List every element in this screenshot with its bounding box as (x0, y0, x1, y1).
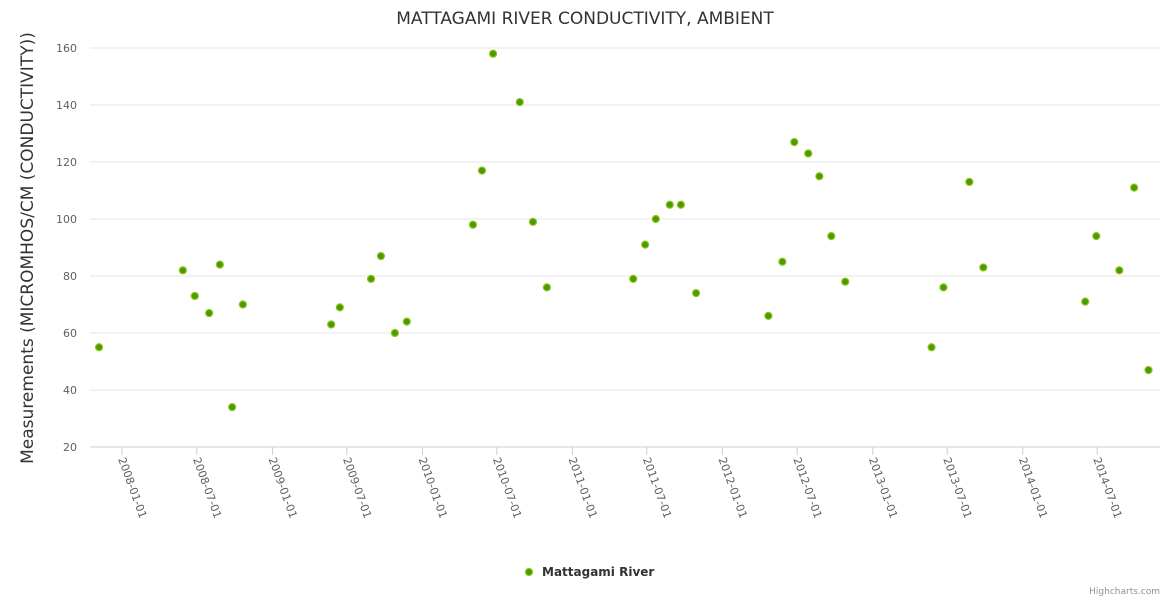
x-tick-label: 2009-01-01 (266, 456, 300, 521)
data-point: 2014-06-02: 71 (1081, 297, 1090, 306)
data-point: 2011-08-26: 105 (665, 200, 674, 209)
data-point: 2009-05-24: 63 (327, 320, 336, 329)
x-tick-label: 2013-07-01 (940, 456, 974, 521)
data-point: 2014-08-24: 82 (1115, 266, 1124, 275)
data-point: 2008-07-31: 67 (205, 308, 214, 318)
data-point: 2008-10-21: 70 (238, 300, 247, 309)
data-point: 2010-05-04: 98 (468, 220, 478, 229)
data-point: 2012-05-26: 85 (778, 257, 787, 266)
y-tick-label: 100 (56, 213, 77, 226)
y-tick-label: 60 (63, 327, 77, 340)
data-point: 2008-08-26: 84 (215, 260, 224, 269)
data-point: 2012-04-22: 66 (764, 311, 773, 320)
data-point: 2010-10-31: 76 (542, 283, 552, 292)
data-point: 2011-07-23: 100 (651, 214, 660, 224)
data-point: 2011-09-22: 105 (676, 200, 685, 209)
data-point: 2011-05-29: 79 (629, 274, 638, 283)
data-point: 2012-06-24: 127 (790, 137, 799, 147)
data-point: 2012-09-22: 94 (827, 232, 836, 241)
x-tick-label: 2011-01-01 (566, 456, 600, 521)
legend-marker (524, 567, 534, 577)
data-point: 2008-09-25: 34 (228, 403, 237, 412)
x-tick-label: 2013-01-01 (866, 456, 900, 521)
data-point: 2010-08-26: 141 (515, 98, 524, 107)
data-point: 2014-09-29: 111 (1130, 183, 1139, 192)
legend-label: Mattagami River (542, 565, 654, 579)
y-tick-label: 40 (63, 384, 77, 397)
data-point: 2009-06-14: 69 (335, 303, 344, 312)
data-point: 2013-09-27: 83 (979, 263, 988, 272)
data-point: 2014-06-29: 94 (1092, 232, 1101, 241)
y-tick-label: 80 (63, 270, 77, 283)
y-tick-label: 140 (56, 99, 77, 112)
x-tick-label: 2008-01-01 (115, 456, 149, 521)
data-point: 2012-10-26: 78 (841, 277, 850, 286)
grid-lines (90, 47, 1160, 448)
data-point: 2010-09-27: 99 (528, 217, 538, 226)
y-tick-label: 120 (56, 156, 77, 169)
credits-link[interactable]: Highcharts.com (1089, 587, 1160, 597)
y-axis-title: Measurements (MICROMHOS/CM (CONDUCTIVITY… (18, 32, 38, 464)
data-point: 2010-05-26: 117 (477, 166, 487, 175)
x-tick-label: 2010-01-01 (416, 456, 450, 521)
data-point: 2011-10-29: 74 (691, 289, 701, 298)
x-tick-label: 2010-07-01 (490, 456, 524, 521)
data-point: 2010-06-22: 158 (488, 49, 498, 58)
data-point: 2013-05-24: 55 (927, 343, 936, 352)
data-point: 2007-11-06: 55 (94, 343, 104, 352)
chart-title: MATTAGAMI RIVER CONDUCTIVITY, AMBIENT (396, 9, 774, 29)
data-point: 2009-09-22: 87 (376, 251, 386, 261)
data-point: 2008-05-28: 82 (178, 266, 187, 275)
x-tick-label: 2014-01-01 (1016, 456, 1050, 521)
x-tick-label: 2012-07-01 (790, 456, 824, 521)
y-tick-label: 160 (56, 42, 77, 55)
x-axis-ticks: 2008-01-01 2008-07-01 2009-01-01 2009-07-01… (115, 447, 1124, 520)
data-point: 2012-08-24: 115 (815, 172, 824, 181)
x-tick-label: 2014-07-01 (1090, 456, 1124, 521)
y-tick-label: 20 (63, 441, 77, 454)
data-point: 2011-06-27: 91 (641, 240, 650, 249)
data-point: 2009-11-24: 64 (402, 317, 411, 326)
y-axis-ticks: 20 40 60 80 100 120 140 160 (56, 42, 77, 454)
data-point: 2012-07-28: 123 (804, 149, 813, 158)
x-tick-label: 2011-07-01 (640, 456, 674, 521)
data-point: 2009-10-26: 60 (390, 328, 399, 338)
data-point: 2008-06-26: 73 (190, 291, 199, 301)
x-tick-label: 2012-01-01 (716, 456, 750, 521)
data-point: 2013-06-22: 76 (939, 283, 948, 292)
x-tick-label: 2009-07-01 (340, 456, 374, 521)
x-tick-label: 2008-07-01 (190, 456, 224, 521)
data-point: 2013-08-24: 113 (965, 177, 974, 187)
legend-item[interactable]: Mattagami River (524, 565, 655, 579)
data-point: 2009-08-29: 79 (366, 274, 376, 283)
data-point: 2014-11-03: 47 (1144, 365, 1153, 375)
data-points: 2007-11-06: 55 2008-05-28: 82 2008-06-26: … (94, 49, 1153, 412)
